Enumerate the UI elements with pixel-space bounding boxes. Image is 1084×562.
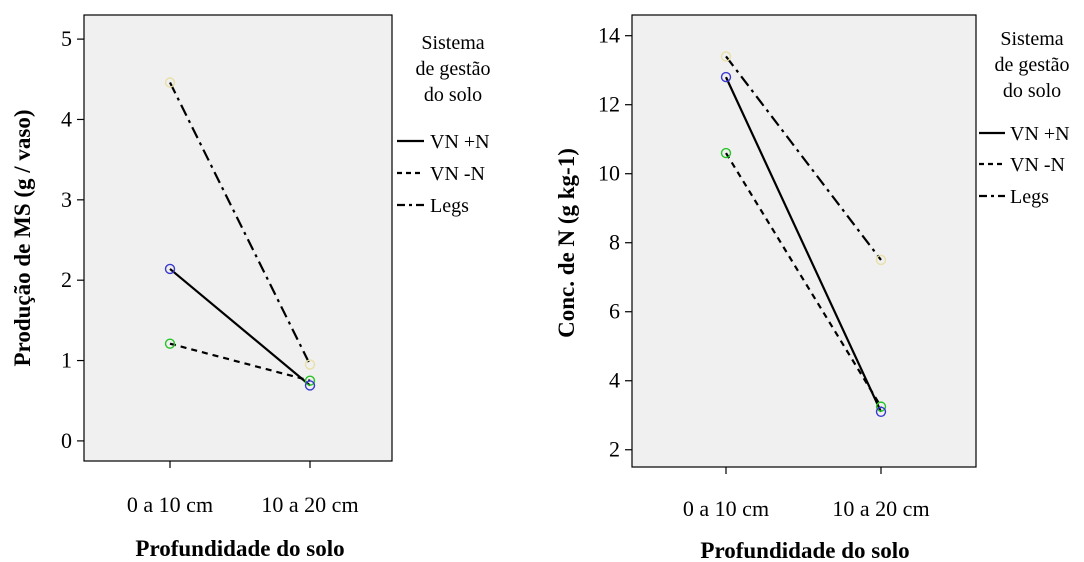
y-axis-right: 2 4 6 8 10 12 14	[598, 23, 632, 462]
y-tick-label: 5	[61, 26, 72, 51]
data-point	[875, 254, 887, 266]
legend-title-line: de gestão	[995, 54, 1070, 76]
legend-label: VN +N	[1010, 123, 1070, 145]
legend-label: Legs	[430, 195, 469, 217]
legend-title-line: do solo	[1003, 80, 1061, 102]
legend-title-line: Sistema	[421, 32, 484, 54]
data-point	[164, 263, 176, 275]
y-tick-label: 2	[61, 267, 72, 292]
data-point	[720, 71, 732, 83]
data-point	[875, 406, 887, 417]
data-point	[304, 380, 316, 391]
data-point	[164, 338, 176, 349]
x-tick-label: 0 a 10 cm	[127, 492, 213, 517]
x-tick-label: 10 a 20 cm	[832, 496, 929, 521]
series-line-vn-n	[725, 152, 882, 408]
y-tick-label: 0	[61, 428, 72, 453]
series-line-vn-n	[169, 342, 311, 382]
y-tick-label: 1	[61, 348, 72, 373]
data-point	[164, 77, 176, 88]
legend-label: VN -N	[430, 163, 485, 185]
x-axis-title-right: Profundidade do solo	[700, 538, 909, 562]
y-tick-label: 4	[609, 368, 620, 393]
series-lines-right	[725, 55, 882, 413]
legend-title-line: do solo	[424, 84, 482, 106]
legend-left: Sistema de gestão do solo VN +N VN -N Legs	[397, 32, 490, 217]
series-lines-left	[169, 82, 311, 387]
data-point	[720, 51, 732, 62]
chart-right: 2 4 6 8 10 12 14 0 a 10 cm 10 a 20 cm Profundid…	[554, 14, 977, 562]
plot-area-left	[83, 14, 393, 462]
x-axis-right: 0 a 10 cm 10 a 20 cm	[683, 467, 930, 521]
y-axis-left: 0 1 2 3 4 5	[61, 26, 84, 453]
data-point	[875, 401, 887, 412]
x-tick-label: 0 a 10 cm	[683, 496, 769, 521]
x-axis-left: 0 a 10 cm 10 a 20 cm	[127, 461, 359, 517]
y-tick-label: 10	[598, 161, 620, 186]
data-point	[304, 359, 316, 370]
y-tick-label: 4	[61, 106, 72, 131]
series-line-legs	[725, 55, 882, 261]
x-axis-title-left: Profundidade do solo	[135, 536, 344, 561]
y-tick-label: 8	[609, 230, 620, 255]
series-markers-left	[164, 77, 316, 391]
y-tick-label: 14	[598, 23, 620, 48]
y-tick-label: 6	[609, 299, 620, 324]
legend-title-line: Sistema	[1000, 28, 1063, 50]
series-line-vn-n	[169, 268, 311, 387]
legend-label: Legs	[1010, 186, 1049, 208]
y-tick-label: 3	[61, 187, 72, 212]
y-axis-title-right: Conc. de N (g kg-1)	[554, 148, 579, 338]
data-point	[304, 375, 316, 386]
chart-left: 0 1 2 3 4 5 0 a 10 cm 10 a 20 cm Profundidade …	[10, 14, 393, 561]
data-point	[720, 147, 732, 159]
y-tick-label: 12	[598, 92, 620, 117]
legend-label: VN +N	[430, 131, 490, 153]
plot-area-right	[631, 14, 977, 468]
legend-right: Sistema de gestão do solo VN +N VN -N Legs	[979, 28, 1070, 208]
series-line-vn-n	[725, 76, 882, 413]
y-tick-label: 2	[609, 437, 620, 462]
legend-title-line: de gestão	[416, 58, 491, 80]
y-axis-title-left: Produção de MS (g / vaso)	[10, 109, 35, 366]
series-markers-right	[720, 51, 887, 417]
series-line-legs	[169, 82, 311, 366]
legend-label: VN -N	[1010, 154, 1065, 176]
x-tick-label: 10 a 20 cm	[261, 492, 358, 517]
